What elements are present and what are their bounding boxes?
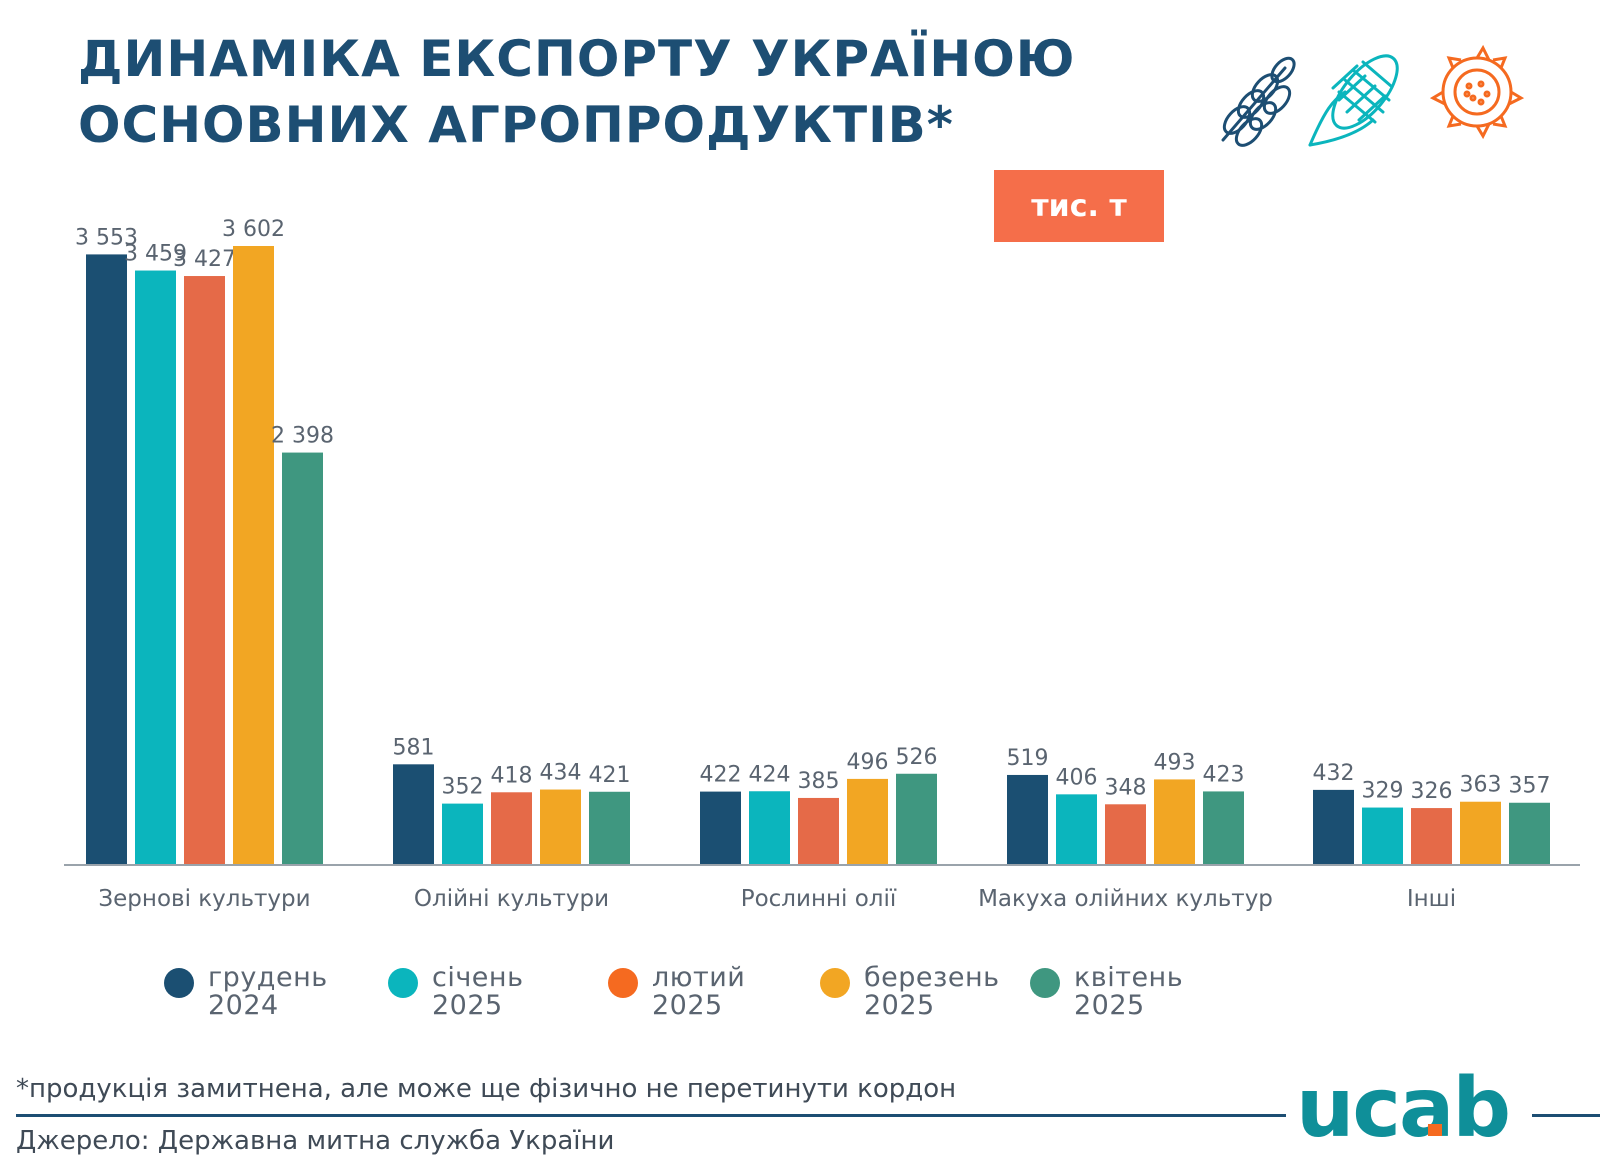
- data-label: 581: [393, 735, 435, 760]
- data-label: 424: [749, 762, 791, 787]
- legend-swatch: [608, 968, 638, 998]
- source-note: Джерело: Державна митна служба України: [16, 1126, 615, 1156]
- bar: [184, 276, 225, 864]
- corn-icon: [1308, 54, 1399, 147]
- data-label: 348: [1105, 775, 1147, 800]
- data-label: 406: [1056, 765, 1098, 790]
- bar: [491, 792, 532, 864]
- bar: [700, 791, 741, 864]
- legend-item: січень 2025: [388, 964, 523, 1020]
- category-label: Зернові культури: [98, 886, 310, 912]
- data-label: 3 602: [222, 217, 285, 242]
- data-label: 421: [589, 763, 631, 788]
- data-label: 496: [847, 750, 889, 775]
- data-label: 3 553: [75, 225, 138, 250]
- category-label: Макуха олійних культур: [978, 886, 1273, 912]
- legend-label: січень 2025: [432, 962, 524, 1021]
- data-label: 2 398: [271, 424, 334, 449]
- bar: [1509, 802, 1550, 864]
- legend-item: грудень 2024: [164, 964, 328, 1020]
- legend-swatch: [820, 968, 850, 998]
- legend: грудень 2024 січень 2025 лютий 2025 березен…: [0, 960, 1600, 1040]
- bar: [847, 778, 888, 864]
- data-label: 385: [798, 769, 840, 794]
- title-line-2: ОСНОВНИХ АГРОПРОДУКТІВ*: [78, 96, 954, 154]
- bar: [442, 803, 483, 864]
- data-label: 423: [1203, 762, 1245, 787]
- category-label: Олійні культури: [414, 886, 609, 912]
- data-label: 3 427: [173, 247, 236, 272]
- logo-text: ucab: [1296, 1066, 1509, 1156]
- unit-badge: тис. т: [994, 170, 1164, 242]
- legend-label: лютий 2025: [652, 962, 746, 1021]
- ucab-logo: ucab: [1296, 1066, 1511, 1156]
- bar: [1105, 804, 1146, 864]
- legend-item: лютий 2025: [608, 964, 745, 1020]
- data-label: 3 459: [124, 242, 187, 267]
- data-label: 422: [700, 763, 742, 788]
- data-label: 326: [1411, 779, 1453, 804]
- bar: [1411, 808, 1452, 864]
- bar: [1460, 801, 1501, 864]
- legend-label: березень 2025: [864, 962, 1000, 1021]
- legend-item: квітень 2025: [1030, 964, 1183, 1020]
- bar: [1203, 791, 1244, 864]
- legend-item: березень 2025: [820, 964, 1000, 1020]
- data-label: 363: [1460, 773, 1502, 798]
- bar: [798, 797, 839, 864]
- bar: [1154, 779, 1195, 864]
- page-title: ДИНАМІКА ЕКСПОРТУ УКРАЇНОЮ ОСНОВНИХ АГРО…: [78, 26, 1075, 158]
- data-label: 434: [540, 761, 582, 786]
- footer-divider-right: [1532, 1114, 1600, 1117]
- crop-icons: [1221, 44, 1525, 147]
- data-label: 418: [491, 763, 533, 788]
- legend-swatch: [1030, 968, 1060, 998]
- bar: [540, 789, 581, 864]
- bar: [896, 773, 937, 864]
- bar: [233, 246, 274, 864]
- category-label: Рослинні олії: [741, 886, 897, 912]
- sunflower-icon: [1429, 44, 1525, 140]
- legend-label: грудень 2024: [208, 962, 328, 1021]
- legend-swatch: [164, 968, 194, 998]
- bar: [282, 452, 323, 864]
- legend-swatch: [388, 968, 418, 998]
- data-label: 357: [1509, 774, 1551, 799]
- bar: [86, 254, 127, 865]
- bar: [749, 791, 790, 864]
- category-label: Інші: [1407, 886, 1456, 912]
- bar: [135, 270, 176, 865]
- bar: [1313, 789, 1354, 864]
- data-label: 352: [442, 775, 484, 800]
- bar: [1007, 774, 1048, 864]
- data-label: 432: [1313, 761, 1355, 786]
- title-line-1: ДИНАМІКА ЕКСПОРТУ УКРАЇНОЮ: [78, 30, 1076, 88]
- bar: [1362, 807, 1403, 864]
- data-label: 329: [1362, 779, 1404, 804]
- footnote: *продукція замитнена, але може ще фізичн…: [16, 1074, 957, 1104]
- data-label: 519: [1007, 746, 1049, 771]
- data-label: 526: [896, 745, 938, 770]
- wheat-icon: [1221, 56, 1296, 147]
- footer-divider: [16, 1114, 1286, 1117]
- bar: [393, 764, 434, 864]
- bar: [1056, 794, 1097, 864]
- legend-label: квітень 2025: [1074, 962, 1184, 1021]
- data-label: 493: [1154, 750, 1196, 775]
- bar: [589, 791, 630, 864]
